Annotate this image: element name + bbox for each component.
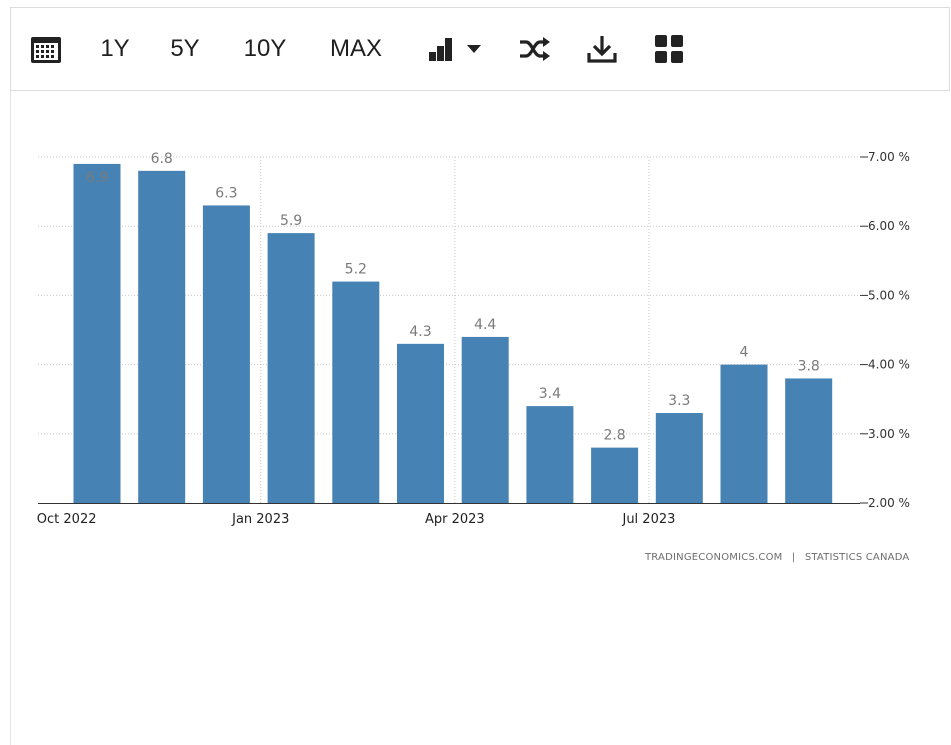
data-label: 3.4 xyxy=(539,386,561,402)
credit-separator: | xyxy=(791,552,796,563)
data-label: 4.4 xyxy=(474,317,496,333)
bar xyxy=(591,447,639,503)
bar xyxy=(785,378,833,503)
caret-down-icon xyxy=(467,45,481,53)
y-tick-label: 3.00 % xyxy=(868,427,910,441)
credit-tradingeconomics: TRADINGECONOMICS.COM xyxy=(645,552,783,563)
x-tick-label: Oct 2022 xyxy=(37,512,97,527)
bar xyxy=(332,281,380,503)
download-icon[interactable] xyxy=(583,8,621,90)
chart-type-button[interactable] xyxy=(421,8,487,90)
bar xyxy=(202,205,250,503)
data-label: 3.8 xyxy=(798,358,820,374)
calendar-icon[interactable] xyxy=(28,8,64,90)
credit-statistics-canada: STATISTICS CANADA xyxy=(804,552,910,563)
x-tick-label: Apr 2023 xyxy=(425,512,485,527)
chart-toolbar: 1Y 5Y 10Y MAX xyxy=(10,7,950,91)
data-labels: 6.9 6.8 6.3 5.9 5.2 4.3 4.4 3.4 2.8 3.3 4 3.8 xyxy=(86,151,820,444)
x-tick-label: Jul 2023 xyxy=(621,512,675,527)
bar-chart: 6.9 6.8 6.3 5.9 5.2 4.3 4.4 3.4 2.8 3.3 4 3.8 Oct 2… xyxy=(37,150,910,527)
bar xyxy=(655,413,703,503)
bars xyxy=(73,163,833,504)
grid-icon[interactable] xyxy=(651,8,687,90)
y-tick-label: 7.00 % xyxy=(868,150,910,164)
range-10y-button[interactable]: 10Y xyxy=(243,35,287,62)
bar xyxy=(397,343,444,503)
data-label: 6.9 xyxy=(86,170,108,186)
bar xyxy=(461,336,509,503)
bar xyxy=(526,406,574,503)
range-max-button[interactable]: MAX xyxy=(329,35,382,62)
range-1y-button[interactable]: 1Y xyxy=(100,35,130,62)
bar-chart-icon xyxy=(427,35,455,63)
y-tick-label: 5.00 % xyxy=(868,288,910,302)
y-tick-label: 4.00 % xyxy=(868,358,910,372)
y-tick-label: 2.00 % xyxy=(868,496,910,510)
y-axis: 2.00 % 3.00 % 4.00 % 5.00 % 6.00 % 7.00 % xyxy=(860,150,910,510)
range-5y-button[interactable]: 5Y xyxy=(170,35,200,62)
bar xyxy=(720,364,768,503)
bar xyxy=(267,233,315,503)
data-label: 3.3 xyxy=(668,393,690,409)
data-label: 6.3 xyxy=(215,185,237,201)
shuffle-icon[interactable] xyxy=(515,8,555,90)
data-label: 2.8 xyxy=(603,428,625,444)
data-label: 4.3 xyxy=(409,324,431,340)
data-label: 6.8 xyxy=(151,151,173,167)
x-axis: Oct 2022 Jan 2023 Apr 2023 Jul 2023 xyxy=(37,503,860,527)
bar xyxy=(73,163,121,504)
y-tick-label: 6.00 % xyxy=(868,219,910,233)
x-tick-label: Jan 2023 xyxy=(231,512,289,527)
data-label: 5.9 xyxy=(280,213,302,229)
bar xyxy=(138,170,186,503)
source-credit: TRADINGECONOMICS.COM | STATISTICS CANADA xyxy=(645,552,909,563)
data-label: 4 xyxy=(740,345,749,361)
data-label: 5.2 xyxy=(345,262,367,278)
